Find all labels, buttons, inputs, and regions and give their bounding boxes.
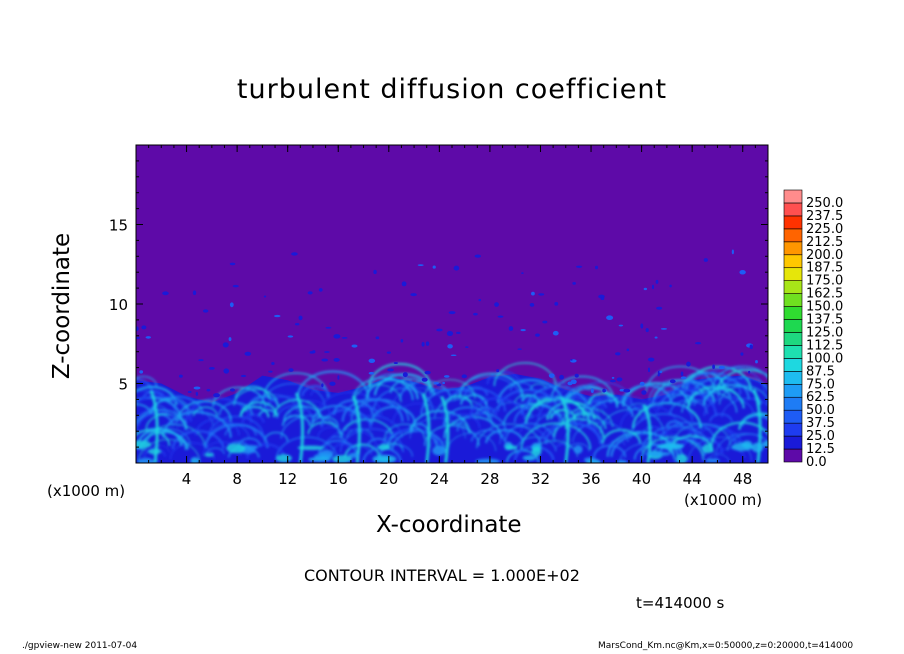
colorbar-swatch <box>783 435 803 450</box>
footer-program: ./gpview-new 2011-07-04 <box>22 641 138 651</box>
x-tick-label: 8 <box>232 470 242 488</box>
colorbar-label: 37.5 <box>806 416 835 431</box>
colorbar-label: 50.0 <box>806 403 835 418</box>
colorbar-label: 125.0 <box>806 325 843 340</box>
colorbar-label: 187.5 <box>806 261 843 276</box>
colorbar-label: 62.5 <box>806 390 835 405</box>
y-tick-label: 15 <box>109 217 128 235</box>
colorbar-label: 225.0 <box>806 222 843 237</box>
x-tick-label: 24 <box>430 470 449 488</box>
colorbar-swatch <box>783 371 803 385</box>
colorbar-swatch <box>783 319 803 333</box>
colorbar-label: 112.5 <box>806 338 843 353</box>
colorbar-label: 150.0 <box>806 300 843 315</box>
x-tick-label: 48 <box>733 470 752 488</box>
colorbar-label: 175.0 <box>806 274 843 289</box>
free-atmosphere-blobs <box>136 249 758 398</box>
colorbar-swatch <box>783 448 803 463</box>
colorbar-swatch <box>783 267 803 281</box>
x-tick-label: 44 <box>683 470 702 488</box>
y-tick-label: 5 <box>118 376 128 394</box>
colorbar-swatch <box>783 215 803 230</box>
x-axis-label: X-coordinate <box>376 512 522 538</box>
colorbar-swatch <box>783 293 803 307</box>
colorbar-swatch <box>783 396 803 411</box>
diffusion-field <box>136 249 768 463</box>
y-axis-unit: (x1000 m) <box>47 482 126 500</box>
colorbar: 0.012.525.037.550.062.575.087.5100.0112.… <box>783 189 843 470</box>
colorbar-label: 237.5 <box>806 209 843 224</box>
x-tick-label: 16 <box>329 470 348 488</box>
colorbar-label: 100.0 <box>806 351 843 366</box>
colorbar-label: 162.5 <box>806 287 843 302</box>
contour-interval-text: CONTOUR INTERVAL = 1.000E+02 <box>304 566 580 585</box>
colorbar-label: 200.0 <box>806 248 843 263</box>
colorbar-label: 75.0 <box>806 377 835 392</box>
colorbar-label: 250.0 <box>806 196 843 211</box>
colorbar-label: 87.5 <box>806 364 835 379</box>
boundary-layer-region <box>136 374 768 463</box>
x-tick-label: 36 <box>581 470 600 488</box>
time-stamp: t=414000 s <box>636 594 725 612</box>
colorbar-swatch <box>783 383 803 398</box>
x-tick-label: 20 <box>379 470 398 488</box>
colorbar-swatch <box>783 189 803 204</box>
chart-title: turbulent diffusion coefficient <box>236 74 668 105</box>
colorbar-swatch <box>783 228 803 243</box>
x-tick-label: 4 <box>182 470 192 488</box>
colorbar-swatch <box>783 280 803 294</box>
colorbar-swatch <box>783 422 803 437</box>
x-tick-label: 40 <box>632 470 651 488</box>
y-axis: 5 10 15 <box>109 160 768 448</box>
x-tick-label: 32 <box>531 470 550 488</box>
colorbar-label: 0.0 <box>806 455 827 470</box>
x-tick-label: 28 <box>480 470 499 488</box>
colorbar-swatch <box>783 202 803 217</box>
x-axis-unit: (x1000 m) <box>684 491 763 509</box>
colorbar-swatch <box>783 241 803 256</box>
colorbar-swatch <box>783 332 803 346</box>
colorbar-swatch <box>783 358 803 372</box>
colorbar-swatch <box>783 345 803 359</box>
x-axis: 4 8 12 16 20 24 28 32 36 40 44 48 <box>148 145 756 488</box>
colorbar-label: 12.5 <box>806 442 835 457</box>
x-tick-label: 12 <box>278 470 297 488</box>
footer-source: MarsCond_Km.nc@Km,x=0:50000,z=0:20000,t=… <box>598 641 854 651</box>
colorbar-swatch <box>783 409 803 424</box>
y-axis-label: Z-coordinate <box>49 232 75 380</box>
colorbar-swatch <box>783 306 803 320</box>
colorbar-swatch <box>783 254 803 269</box>
colorbar-label: 137.5 <box>806 313 843 328</box>
y-tick-label: 10 <box>109 296 128 314</box>
turbulent-eddies <box>136 362 768 463</box>
colorbar-label: 212.5 <box>806 235 843 250</box>
colorbar-label: 25.0 <box>806 429 835 444</box>
